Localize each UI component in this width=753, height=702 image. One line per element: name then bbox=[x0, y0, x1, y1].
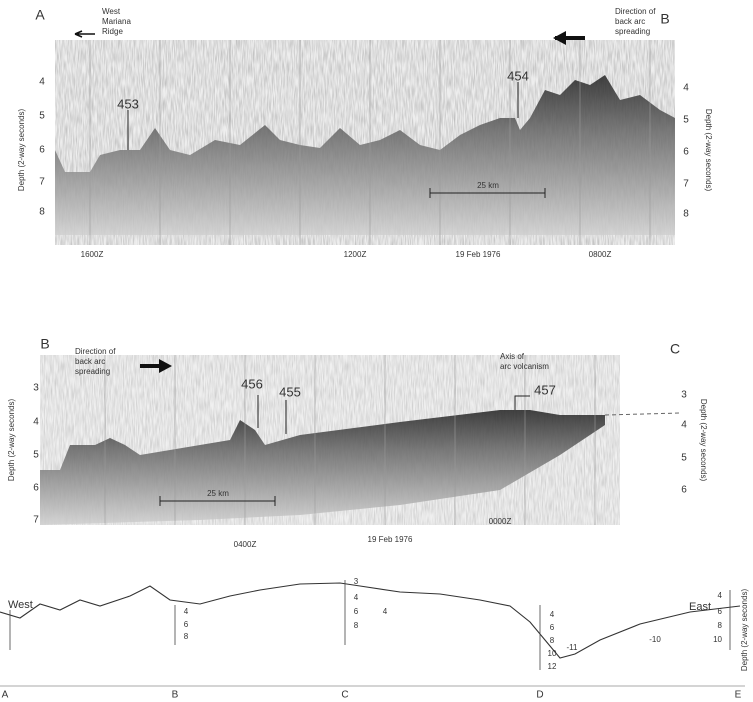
direction-label: back arc bbox=[615, 17, 645, 26]
tick-label: 6 bbox=[681, 485, 687, 496]
site-label: 457 bbox=[534, 382, 556, 397]
tick-label: 8 bbox=[354, 621, 359, 630]
axis-title: Depth (2-way seconds) bbox=[7, 399, 16, 482]
tick-label: 6 bbox=[718, 607, 723, 616]
tick-label: 5 bbox=[39, 111, 45, 122]
west-label: West bbox=[8, 599, 33, 611]
panel-label: B bbox=[660, 11, 669, 27]
panel-label: B bbox=[40, 336, 49, 352]
tick-label: 6 bbox=[184, 620, 189, 629]
time-label: 0400Z bbox=[234, 540, 257, 549]
tick-label: 6 bbox=[33, 483, 39, 494]
site-label: 456 bbox=[241, 376, 263, 391]
site-label: 453 bbox=[117, 96, 139, 111]
tick-label: 8 bbox=[39, 207, 45, 218]
tick-label: 4 bbox=[33, 417, 39, 428]
tick-label: 7 bbox=[39, 177, 45, 188]
direction-label: back arc bbox=[75, 357, 105, 366]
sonar-panel-top bbox=[55, 30, 675, 245]
axis-label: Axis of bbox=[500, 352, 525, 361]
sonar-panel-middle bbox=[40, 355, 681, 525]
tick-label: 4 bbox=[550, 610, 555, 619]
site-label: 454 bbox=[507, 68, 529, 83]
tick-label: 3 bbox=[33, 383, 39, 394]
direction-label: Direction of bbox=[615, 7, 656, 16]
east-label: East bbox=[689, 601, 711, 613]
tick-label: 5 bbox=[683, 115, 689, 126]
axis-title: Depth (2-way seconds) bbox=[704, 109, 713, 192]
tick-label: 8 bbox=[718, 621, 723, 630]
tick-label: 4 bbox=[39, 77, 45, 88]
site-label: 455 bbox=[279, 384, 301, 399]
panel-label: A bbox=[35, 7, 45, 23]
axis-label: arc volcanism bbox=[500, 362, 549, 371]
tick-label: 5 bbox=[33, 450, 39, 461]
direction-label: Direction of bbox=[75, 347, 116, 356]
tick-label: 6 bbox=[39, 145, 45, 156]
tick-label: 3 bbox=[681, 390, 687, 401]
point-label: E bbox=[735, 690, 742, 701]
tick-label: 7 bbox=[33, 515, 39, 526]
scale-label: 25 km bbox=[477, 181, 499, 190]
tick-label: 5 bbox=[681, 453, 687, 464]
tick-label: 8 bbox=[683, 209, 689, 220]
ridge-label: West bbox=[102, 7, 121, 16]
time-label: 19 Feb 1976 bbox=[456, 250, 501, 259]
tick-label: 10 bbox=[713, 635, 722, 644]
direction-label: spreading bbox=[615, 27, 650, 36]
axis-title: Depth (2-way seconds) bbox=[17, 109, 26, 192]
axis-title: Depth (2-way seconds) bbox=[740, 589, 749, 672]
ridge-label: Ridge bbox=[102, 27, 123, 36]
panel-label: C bbox=[670, 341, 680, 357]
tick-label: 6 bbox=[683, 147, 689, 158]
point-label: C bbox=[341, 690, 348, 701]
tick-label: 8 bbox=[550, 636, 555, 645]
tick-label: 4 bbox=[718, 591, 723, 600]
point-label: D bbox=[536, 690, 543, 701]
tick-label: 7 bbox=[683, 179, 689, 190]
time-label: 1200Z bbox=[344, 250, 367, 259]
ridge-label: Mariana bbox=[102, 17, 131, 26]
tick-label: 6 bbox=[354, 607, 359, 616]
point-label: A bbox=[2, 690, 9, 701]
scale-label: 25 km bbox=[207, 489, 229, 498]
tick-label: 4 bbox=[683, 83, 689, 94]
direction-label: spreading bbox=[75, 367, 110, 376]
contour-label: -11 bbox=[567, 643, 579, 652]
tick-label: 4 bbox=[354, 593, 359, 602]
axis-title: Depth (2-way seconds) bbox=[699, 399, 708, 482]
tick-label: 12 bbox=[548, 662, 557, 671]
contour-label: -10 bbox=[649, 635, 661, 644]
tick-label: 10 bbox=[548, 649, 557, 658]
tick-label: 4 bbox=[184, 607, 189, 616]
tick-label: 8 bbox=[184, 632, 189, 641]
tick-label: 3 bbox=[354, 577, 359, 586]
time-label: 19 Feb 1976 bbox=[368, 535, 413, 544]
point-label: B bbox=[172, 690, 179, 701]
time-label: 0800Z bbox=[589, 250, 612, 259]
tick-label: 4 bbox=[681, 420, 687, 431]
contour-label: 4 bbox=[383, 607, 388, 616]
tick-label: 6 bbox=[550, 623, 555, 632]
time-label: 1600Z bbox=[81, 250, 104, 259]
time-label: 0000Z bbox=[489, 517, 512, 526]
profile-bottom bbox=[0, 580, 745, 687]
